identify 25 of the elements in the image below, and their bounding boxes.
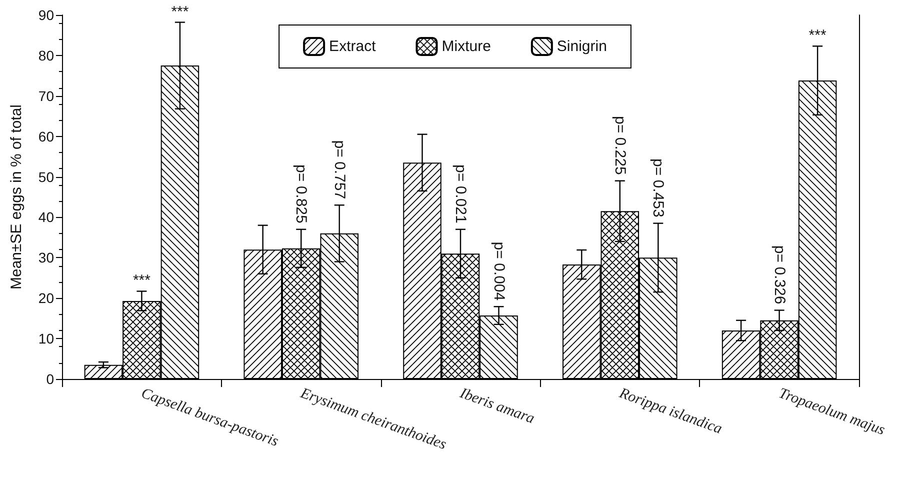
legend-label: Mixture xyxy=(442,38,491,55)
annotation: p= 0.757 xyxy=(330,140,348,200)
annotation: *** xyxy=(171,3,189,20)
y-tick-label: 80 xyxy=(38,47,54,64)
y-tick-label: 10 xyxy=(38,330,54,347)
y-tick-label: 90 xyxy=(38,7,54,23)
annotation: p= 0.004 xyxy=(490,242,508,301)
annotation: p= 0.225 xyxy=(611,116,628,175)
y-axis-title: Mean±SE eggs in % of total xyxy=(8,104,25,290)
annotation: *** xyxy=(132,272,151,290)
y-tick-label: 40 xyxy=(38,209,54,226)
y-tick-label: 50 xyxy=(38,168,54,185)
y-tick-label: 30 xyxy=(38,250,54,266)
x-tick-label: Iberis amara xyxy=(456,385,536,428)
y-tick-label: 70 xyxy=(38,88,54,104)
legend-label: Sinigrin xyxy=(556,38,607,55)
annotation: p= 0.453 xyxy=(650,158,667,218)
annotation: p= 0.825 xyxy=(292,164,310,224)
annotation: p= 0.021 xyxy=(452,164,469,224)
y-tick-label: 60 xyxy=(38,128,54,144)
legend-label: Extract xyxy=(329,38,377,55)
y-tick-label: 20 xyxy=(38,290,54,306)
annotation: p= 0.326 xyxy=(770,245,788,304)
y-tick-label: 0 xyxy=(46,371,54,387)
annotation: *** xyxy=(808,27,826,44)
